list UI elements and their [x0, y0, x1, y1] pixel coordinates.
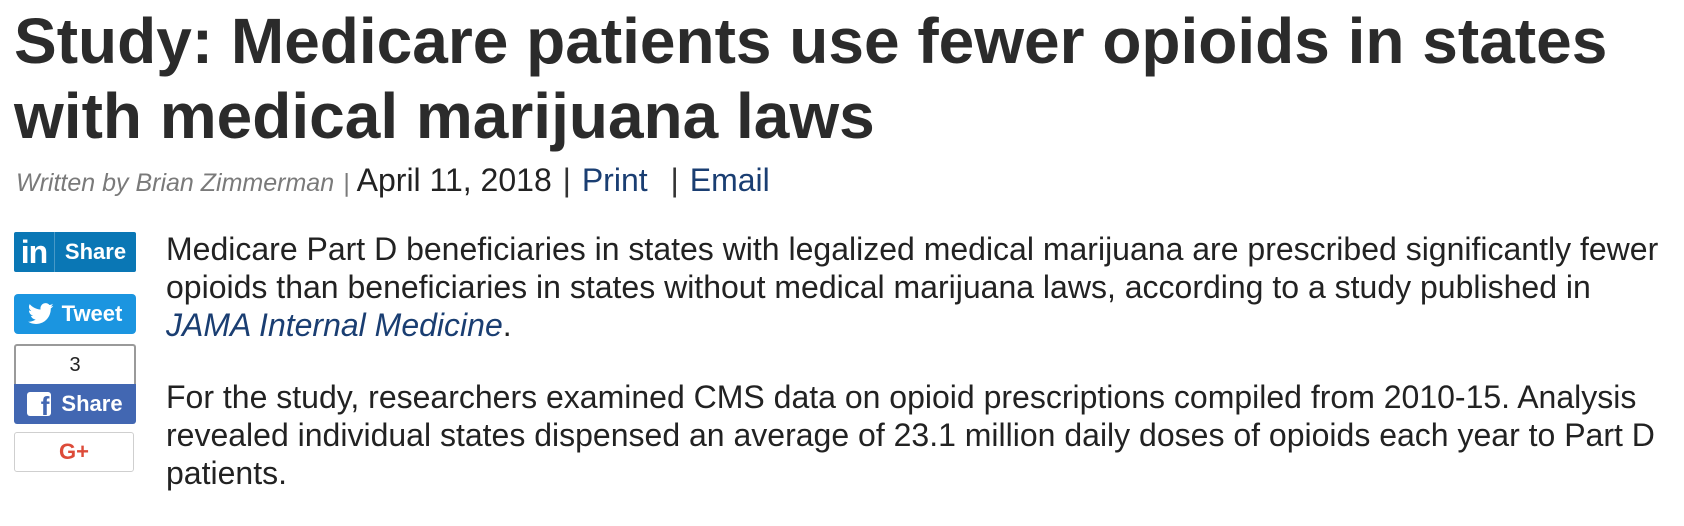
byline-separator: | [670, 162, 679, 198]
linkedin-icon: in [14, 232, 55, 272]
facebook-share-button[interactable]: f Share [14, 384, 136, 424]
facebook-share-label: Share [61, 391, 123, 416]
paragraph-text: Medicare Part D beneficiaries in states … [166, 231, 1659, 305]
print-link[interactable]: Print [581, 162, 648, 198]
twitter-tweet-button[interactable]: Tweet [14, 294, 136, 334]
article-paragraph: Medicare Part D beneficiaries in states … [166, 230, 1666, 344]
google-plus-icon: G+ [59, 439, 89, 464]
byline-separator: | [343, 169, 350, 197]
paragraph-text: For the study, researchers examined CMS … [166, 379, 1655, 491]
linkedin-share-label: Share [64, 239, 127, 264]
article-headline: Study: Medicare patients use fewer opioi… [14, 5, 1608, 152]
linkedin-share-button[interactable]: in Share [14, 232, 136, 272]
article-body: Medicare Part D beneficiaries in states … [166, 230, 1666, 526]
facebook-share-count: 3 [14, 344, 136, 384]
byline: Written by Brian Zimmerman | April 11, 2… [16, 160, 770, 203]
byline-date: April 11, 2018 [356, 162, 552, 198]
facebook-icon: f [27, 392, 52, 416]
twitter-tweet-label: Tweet [61, 301, 123, 326]
twitter-bird-icon [27, 303, 54, 324]
facebook-share-count-value: 3 [69, 353, 81, 376]
email-link[interactable]: Email [689, 162, 770, 198]
article-paragraph: For the study, researchers examined CMS … [166, 378, 1666, 492]
google-plus-button[interactable]: G+ [14, 432, 134, 472]
journal-link[interactable]: JAMA Internal Medicine [166, 307, 503, 343]
paragraph-text: . [502, 307, 512, 343]
byline-separator: | [562, 162, 571, 198]
byline-author: Written by Brian Zimmerman [16, 169, 335, 197]
